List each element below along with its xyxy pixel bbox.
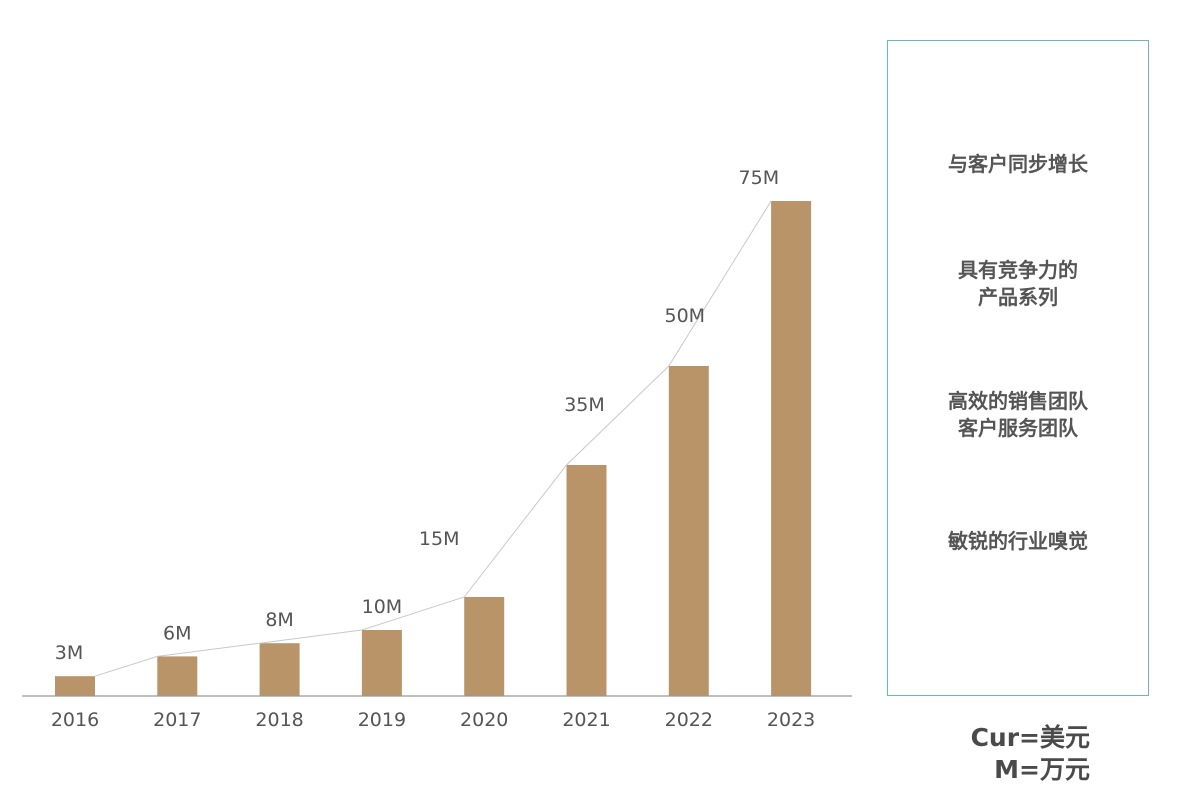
feature-panel: 与客户同步增长 具有竞争力的 产品系列 高效的销售团队 客户服务团队 敏锐的行业… [887,40,1149,696]
panel-item-insight: 敏锐的行业嗅觉 [948,529,1088,553]
unit-note-line: M=万元 [994,755,1090,784]
bar-2021 [566,465,607,696]
x-tick-label: 2019 [358,709,406,731]
bar-2022 [668,366,709,696]
trend-layer [94,200,772,677]
x-tick-label: 2022 [665,709,713,731]
data-label-2018: 8M [265,609,293,631]
panel-item-products: 具有竞争力的 产品系列 [958,258,1078,309]
data-label-2023: 75M [739,167,780,189]
x-tick-label: 2017 [153,709,201,731]
bar-2017 [157,656,198,696]
data-label-2019: 10M [362,596,403,618]
bar-2016 [55,676,95,696]
bar-2020 [464,597,505,696]
data-label-2016: 3M [55,642,83,664]
bars-layer [55,201,812,696]
panel-item-growth: 与客户同步增长 [948,152,1088,176]
unit-note: Cur=美元 M=万元 [880,722,1090,786]
data-label-2022: 50M [665,305,706,327]
data-label-2021: 35M [564,394,605,416]
bar-2019 [361,630,402,696]
x-tick-label: 2018 [255,709,303,731]
bar-2023 [771,201,812,696]
ticks-layer: 2016 2017 2018 2019 2020 2021 2022 2023 [51,709,815,731]
x-tick-label: 2016 [51,709,99,731]
labels-layer: 3M 6M 8M 10M 15M 35M 50M 75M [55,167,779,664]
data-label-2020: 15M [419,528,460,550]
x-tick-label: 2021 [562,709,610,731]
trend-line [94,200,772,677]
data-label-2017: 6M [163,622,191,644]
currency-note: Cur=美元 [970,723,1090,752]
panel-item-teams: 高效的销售团队 客户服务团队 [948,389,1088,440]
x-tick-label: 2020 [460,709,508,731]
x-tick-label: 2023 [767,709,815,731]
bar-2018 [259,643,300,696]
